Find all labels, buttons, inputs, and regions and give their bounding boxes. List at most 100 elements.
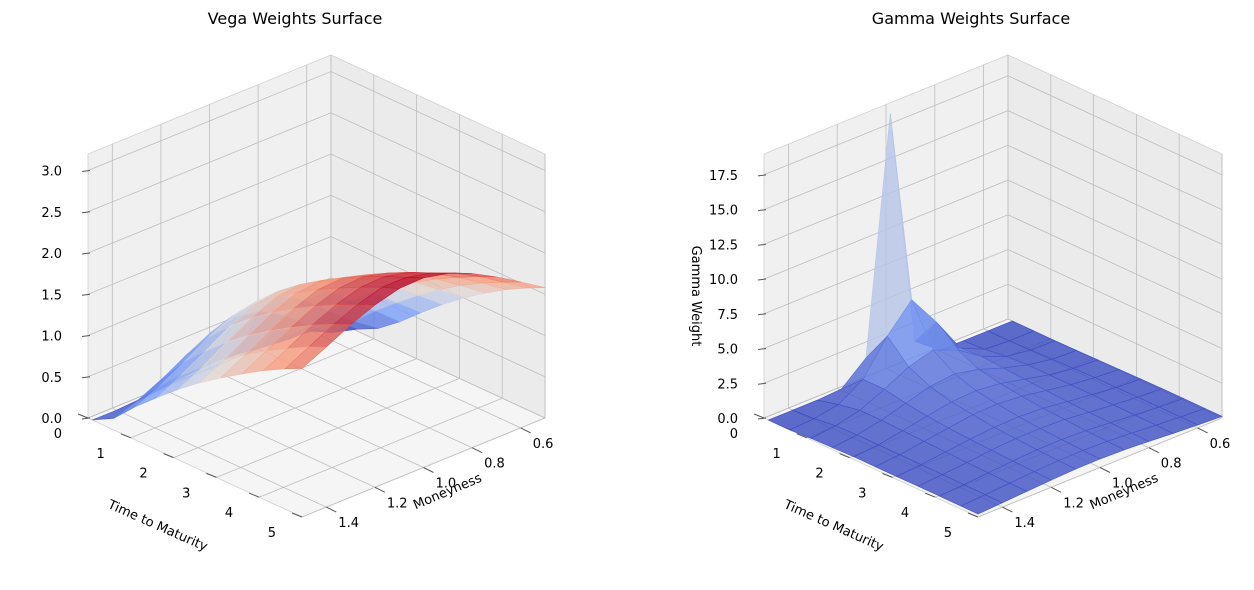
z-tick-label: 1.5 xyxy=(41,288,62,303)
z-tick-label: 5.0 xyxy=(717,343,738,358)
moneyness-tick-mark xyxy=(1197,427,1208,434)
gridline-z xyxy=(763,214,1223,315)
z-tick-label: 0.0 xyxy=(41,412,62,427)
time-tick-mark xyxy=(882,472,893,478)
time-tick-label: 4 xyxy=(901,506,909,521)
z-tick-mark xyxy=(757,278,767,281)
time-tick-mark xyxy=(120,433,131,439)
moneyness-tick-label: 0.8 xyxy=(484,457,505,472)
z-tick-mark xyxy=(757,243,767,246)
time-tick-label: 0 xyxy=(54,427,62,442)
moneyness-tick-mark xyxy=(471,447,483,454)
moneyness-tick-label: 0.8 xyxy=(1161,457,1182,472)
time-tick-mark xyxy=(291,512,303,518)
gridline-z xyxy=(763,249,1223,349)
z-tick-label: 2.5 xyxy=(717,377,738,392)
time-tick-mark xyxy=(925,492,936,498)
time-tick-label: 2 xyxy=(139,467,147,482)
z-tick-mark xyxy=(81,293,91,296)
time-tick-mark xyxy=(249,492,260,498)
gridline-z xyxy=(87,112,546,213)
z-tick-label: 0.5 xyxy=(41,371,62,386)
z-tick-mark xyxy=(81,252,91,255)
gridline-z xyxy=(763,179,1223,280)
time-tick-label: 4 xyxy=(225,506,233,521)
moneyness-tick-mark xyxy=(520,427,531,434)
z-tick-label: 2.0 xyxy=(41,247,62,262)
surface xyxy=(92,271,546,421)
z-tick-label: 1.0 xyxy=(41,330,62,345)
moneyness-tick-label: 1.0 xyxy=(1112,477,1133,492)
z-tick-mark xyxy=(81,170,91,172)
moneyness-tick-mark xyxy=(423,467,434,473)
moneyness-tick-label: 0.6 xyxy=(1210,437,1231,452)
z-tick-label: 12.5 xyxy=(709,238,738,253)
time-tick-mark xyxy=(839,453,850,459)
z-tick-mark xyxy=(81,335,91,337)
gridline-time xyxy=(216,378,460,478)
z-tick-mark xyxy=(81,211,91,214)
z-tick-label: 3.0 xyxy=(41,165,62,180)
moneyness-tick-mark xyxy=(1148,447,1160,454)
z-tick-label: 2.5 xyxy=(41,206,62,221)
z-tick-label: 0.0 xyxy=(717,412,738,427)
gridline-z xyxy=(763,283,1223,384)
gridline-z xyxy=(763,75,1223,176)
time-tick-label: 1 xyxy=(97,447,105,462)
moneyness-tick-label: 0.6 xyxy=(533,437,554,452)
time-tick-mark xyxy=(753,413,765,419)
moneyness-tick-label: 1.2 xyxy=(387,496,408,511)
z-axis-label: Gamma Weight xyxy=(688,246,703,347)
gridline-time xyxy=(259,397,503,498)
tick-labels: 0.0 0.5 1.0 1.5 2.0 2.5 3.0 0 1 2 3 4 5 0.6 0.8 1.0 1.2 1… xyxy=(41,165,553,542)
chart-title: Gamma Weights Surface xyxy=(872,9,1070,28)
moneyness-tick-mark xyxy=(374,486,386,493)
moneyness-tick-label: 1.0 xyxy=(436,477,457,492)
z-tick-mark xyxy=(81,417,91,420)
gamma-surface-chart: Gamma Weights Surface 0.02.55.07.510.012… xyxy=(688,9,1230,555)
tick-labels: 0.0 2.5 5.0 7.5 10.0 12.5 15.0 17.5 0 1 2 3 4 5 0.6 0.8… xyxy=(709,169,1230,541)
time-tick-label: 3 xyxy=(182,486,190,501)
z-tick-mark xyxy=(757,209,767,212)
z-tick-label: 17.5 xyxy=(709,169,738,184)
moneyness-tick-label: 1.4 xyxy=(338,516,359,531)
z-tick-mark xyxy=(757,313,767,316)
time-tick-label: 5 xyxy=(944,526,952,541)
z-tick-mark xyxy=(757,382,767,385)
time-tick-label: 1 xyxy=(773,447,781,462)
gridline-z xyxy=(87,194,546,295)
gridline-z xyxy=(87,236,546,336)
time-tick-label: 5 xyxy=(268,526,276,541)
gridline-z xyxy=(87,153,546,254)
gridline-z xyxy=(87,71,546,171)
moneyness-tick-mark xyxy=(1002,506,1013,513)
time-tick-label: 3 xyxy=(858,486,866,501)
z-tick-mark xyxy=(81,376,91,379)
gridline-time xyxy=(173,358,417,458)
time-tick-mark xyxy=(77,413,89,419)
gridline-z xyxy=(763,110,1223,210)
z-tick-label: 10.0 xyxy=(709,273,738,288)
vega-surface-chart: Vega Weights Surface 0.0 0.5 1.0 1.5 2.0 2.5 3… xyxy=(41,9,553,555)
z-tick-mark xyxy=(757,417,767,420)
moneyness-tick-label: 1.2 xyxy=(1063,496,1084,511)
time-tick-mark xyxy=(206,472,217,478)
time-tick-mark xyxy=(796,433,807,439)
chart-title: Vega Weights Surface xyxy=(208,9,383,28)
time-axis-label: Time to Maturity xyxy=(104,497,209,555)
gridline-time xyxy=(130,338,374,439)
time-tick-mark xyxy=(163,453,174,459)
z-tick-mark xyxy=(757,348,767,351)
surface-patch xyxy=(284,346,328,370)
surface-patch xyxy=(960,494,1004,515)
moneyness-tick-mark xyxy=(326,506,337,513)
gridline-z xyxy=(763,144,1223,245)
moneyness-tick-mark xyxy=(1099,467,1111,473)
time-tick-label: 2 xyxy=(815,467,823,482)
z-tick-label: 7.5 xyxy=(717,308,738,323)
gridline-z xyxy=(87,277,546,378)
moneyness-tick-mark xyxy=(1050,486,1062,493)
time-tick-mark xyxy=(967,512,979,518)
moneyness-tick-label: 1.4 xyxy=(1014,516,1035,531)
